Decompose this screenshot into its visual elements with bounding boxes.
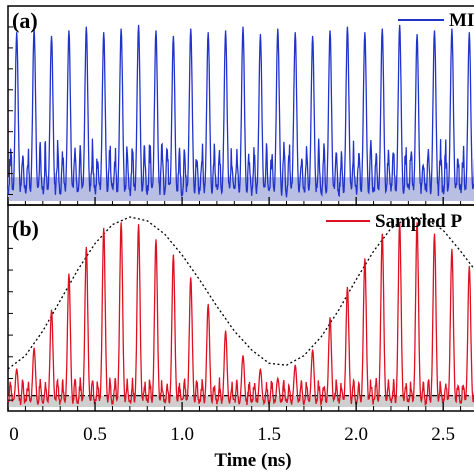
panel-a-pulse-peak (190, 28, 192, 30)
panel-a-label: (a) (12, 8, 38, 33)
axis-ticks (7, 26, 462, 411)
panel-b-pulse-peak (137, 224, 140, 226)
panel-b-pulse-peak (224, 330, 227, 332)
panel-b-pulse-peak (120, 222, 122, 224)
panel-b-legend: Sampled P (326, 211, 462, 232)
panel-b-shaded-band (8, 395, 474, 407)
panel-a-pulse-peak (85, 26, 87, 28)
panel-b-frame (7, 204, 474, 412)
panel-b-pulse-peak (155, 239, 157, 241)
panel-b-pulse-peak (329, 317, 331, 319)
panel-a-pulse-peak (451, 28, 453, 30)
panel-a-pulse-peak (433, 30, 436, 32)
panel-b-pulse-peak (381, 233, 383, 235)
panel-a-pulse-peak (103, 32, 105, 34)
panel-b-series (7, 216, 474, 407)
panel-b-pulse-peak (399, 222, 401, 224)
panel-b-pulse-peak (277, 377, 279, 380)
panel-b-pulse-peak (364, 258, 366, 260)
panel-a-pulse-peak (68, 30, 70, 32)
panel-a-legend-text: MI (449, 10, 474, 31)
panel-b-pulse-peak (451, 248, 453, 250)
panel-b-pulse-peak (346, 286, 349, 288)
panel-b-label: (b) (12, 216, 39, 241)
panel-a-pulse-peak (33, 28, 35, 30)
panel-a-pulse-peak (242, 26, 244, 28)
x-tick-label: 2.5 (431, 424, 455, 445)
panel-b-pulse-peak (468, 265, 470, 267)
panel-a-pulse-peak (50, 35, 53, 37)
panel-b-pulse-peak (294, 364, 296, 366)
panel-a-pulse-peak (172, 35, 174, 37)
panel-b-pulse-peak (68, 273, 70, 275)
x-axis-title: Time (ns) (214, 450, 291, 471)
panel-a-pulse-peak (329, 30, 331, 32)
panel-b-pulse-peak (50, 309, 53, 311)
panel-a-pulse-peak (312, 35, 314, 37)
panel-b-pulse-peak (33, 347, 35, 349)
x-tick-label: 0 (9, 424, 19, 445)
panel-b-pulse-peak (190, 277, 192, 279)
panel-b-pulse-peak (242, 355, 244, 357)
panel-a-series (7, 24, 474, 198)
panel-a-pulse-peak (399, 24, 401, 26)
x-tick-labels: 0 0.5 1.0 1.5 2.0 2.5 (9, 424, 455, 445)
panel-a-legend: MI (398, 10, 474, 31)
panel-a-pulse-peak (120, 28, 122, 30)
panel-b-legend-text: Sampled P (375, 211, 462, 232)
panel-b-pulse-peak (207, 303, 209, 305)
panel-b-envelope-line (7, 216, 474, 370)
panel-b-pulse-peak (259, 368, 262, 370)
panel-b-pulse-peak (416, 222, 418, 224)
x-tick-label: 1.5 (257, 424, 281, 445)
panel-a-pulse-peak (224, 30, 227, 32)
panel-a-pulse-peak (346, 26, 349, 28)
x-tick-label: 1.0 (170, 424, 194, 445)
panel-b-pulse-peak (312, 349, 314, 351)
panel-a-pulse-peak (16, 32, 18, 34)
x-tick-label: 0.5 (83, 424, 107, 445)
panel-a-pulse-peak (294, 32, 296, 34)
panel-a-pulse-peak (468, 32, 470, 34)
panel-b-pulse-peak (103, 227, 105, 229)
panel-a-pulse-trace (7, 25, 474, 198)
panel-b-pulse-trace (7, 222, 474, 407)
panel-a-pulse-peak (207, 32, 209, 34)
panel-a-pulse-peak (416, 33, 418, 36)
panel-b-pulse-peak (433, 233, 436, 235)
x-tick-label: 2.0 (344, 424, 368, 445)
panel-a-pulse-peak (155, 30, 157, 32)
panel-a-pulse-peak (364, 32, 366, 34)
panel-b-pulse-peak (172, 254, 174, 256)
panel-a-pulse-peak (381, 28, 383, 30)
panel-a-pulse-peak (259, 33, 262, 36)
panel-b-background-layer (8, 395, 474, 407)
panel-a-pulse-peak (277, 28, 279, 30)
panel-b-pulse-peak (85, 246, 87, 248)
panel-b-pulse-peak (16, 368, 18, 370)
panel-a-pulse-peak (137, 24, 140, 26)
